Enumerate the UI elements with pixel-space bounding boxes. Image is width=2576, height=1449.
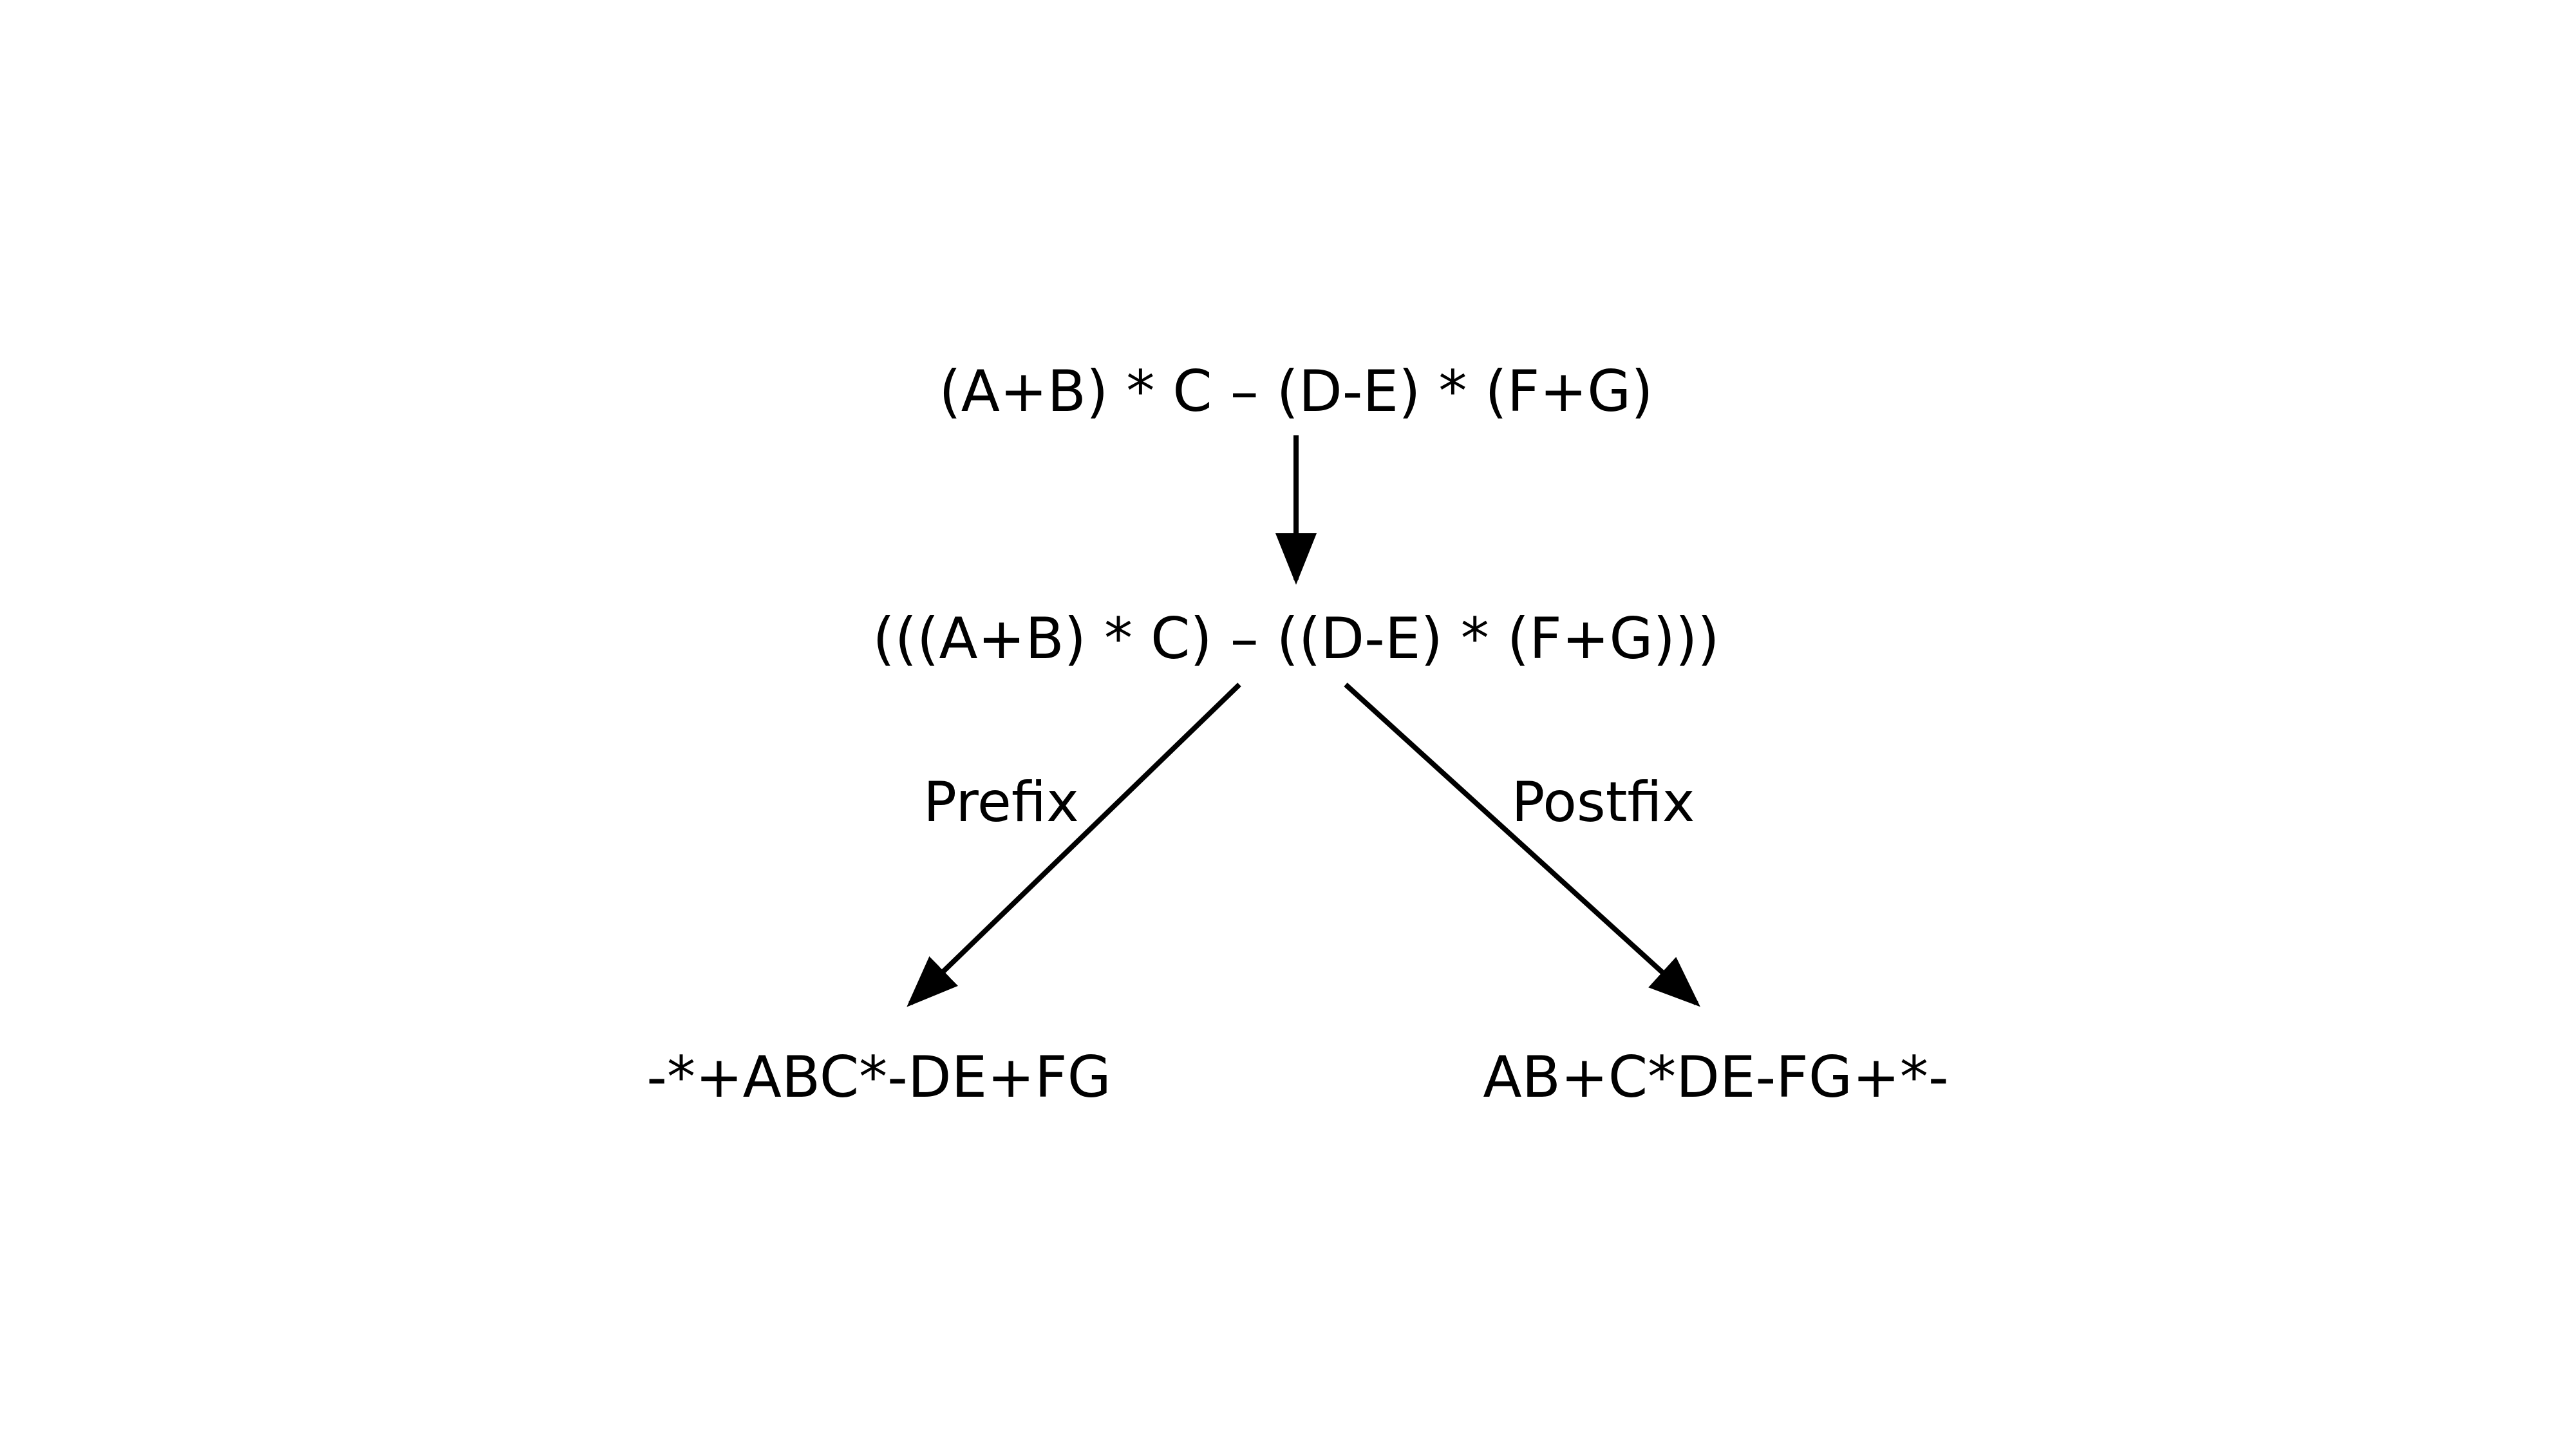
prefix-expression: -*+ABC*-DE+FG — [646, 1044, 1111, 1110]
prefix-label: Prefix — [923, 770, 1079, 835]
infix-expression: (A+B) * C – (D-E) * (F+G) — [939, 358, 1653, 424]
postfix-expression: AB+C*DE-FG+*- — [1483, 1044, 1949, 1110]
fully-parenthesized-expression: (((A+B) * C) – ((D-E) * (F+G))) — [872, 605, 1720, 672]
postfix-label: Postfix — [1511, 770, 1695, 835]
arrow-to-postfix — [1344, 683, 1700, 1007]
arrow-to-prefix — [907, 683, 1241, 1007]
